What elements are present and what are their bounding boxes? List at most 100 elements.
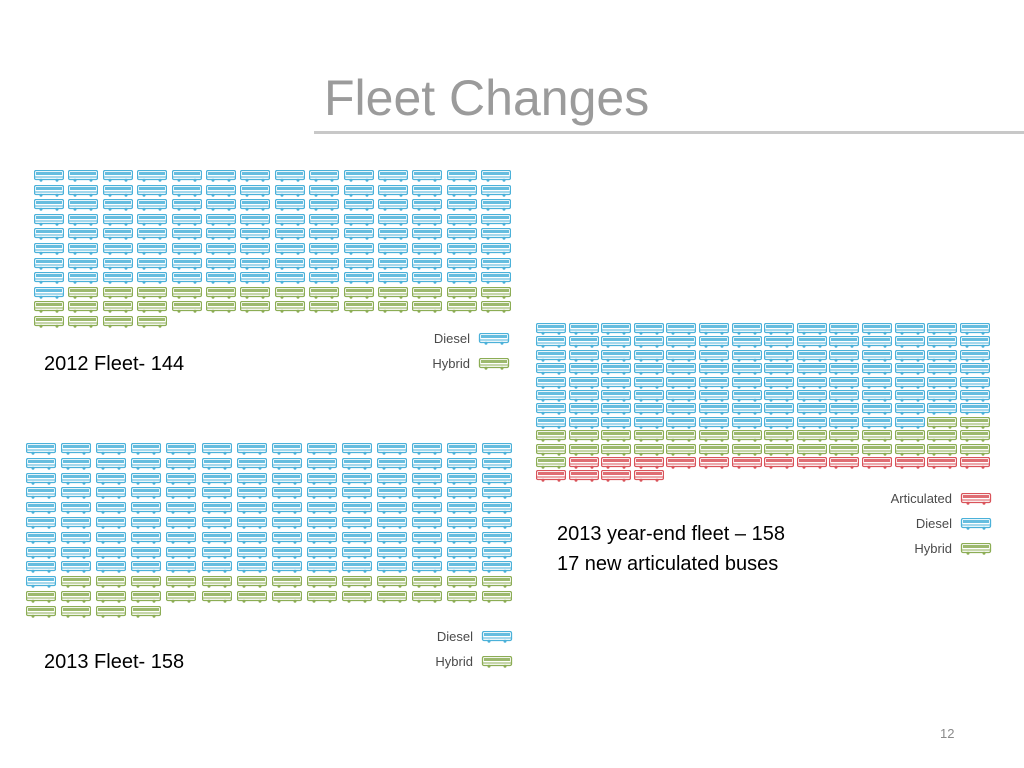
hybrid-bus-icon: [482, 591, 513, 603]
diesel-bus-icon: [482, 517, 513, 529]
hybrid-bus-icon: [274, 301, 305, 314]
hybrid-bus-icon: [927, 430, 958, 442]
diesel-bus-icon: [412, 531, 443, 544]
diesel-bus-icon: [236, 502, 267, 514]
diesel-bus-icon: [482, 487, 513, 500]
legend-label: Diesel: [433, 331, 470, 346]
articulated-bus-icon: [633, 457, 664, 469]
legend-label: Hybrid: [914, 541, 952, 556]
diesel-bus-icon: [796, 349, 827, 362]
diesel-bus-icon: [102, 228, 133, 241]
diesel-bus-icon: [481, 257, 512, 270]
diesel-bus-icon: [666, 390, 697, 402]
diesel-bus-icon: [377, 561, 407, 574]
hybrid-bus-icon: [271, 591, 302, 603]
diesel-bus-icon: [61, 546, 92, 559]
hybrid-bus-icon: [601, 430, 632, 442]
hybrid-bus-icon: [731, 443, 762, 456]
diesel-bus-icon: [341, 517, 372, 529]
diesel-bus-icon: [764, 349, 795, 362]
diesel-bus-icon: [482, 443, 513, 455]
diesel-bus-icon: [633, 349, 664, 362]
diesel-bus-icon: [102, 272, 133, 284]
diesel-bus-icon: [236, 457, 267, 470]
diesel-bus-icon: [412, 457, 443, 470]
diesel-bus-icon: [137, 243, 168, 255]
diesel-bus-icon: [447, 487, 478, 500]
diesel-bus-icon: [240, 272, 271, 284]
diesel-bus-icon: [764, 336, 795, 349]
diesel-bus-icon: [137, 272, 168, 284]
diesel-bus-icon: [377, 517, 407, 529]
diesel-bus-icon: [309, 243, 340, 255]
slide-title: Fleet Changes: [324, 70, 650, 126]
diesel-bus-icon: [206, 228, 236, 241]
diesel-bus-icon: [271, 561, 302, 574]
diesel-bus-icon: [633, 376, 664, 389]
articulated-bus-icon: [894, 457, 925, 469]
diesel-bus-icon: [699, 403, 729, 416]
hybrid-bus-icon: [309, 301, 340, 314]
diesel-bus-icon: [447, 443, 478, 455]
diesel-bus-icon: [201, 561, 232, 574]
diesel-bus-icon: [68, 170, 99, 182]
diesel-bus-icon: [274, 170, 305, 182]
diesel-bus-icon: [412, 472, 443, 485]
diesel-bus-icon: [568, 403, 599, 416]
hybrid-bus-icon: [829, 430, 860, 442]
diesel-bus-icon: [894, 349, 925, 362]
articulated-bus-icon: [568, 457, 599, 469]
diesel-bus-icon: [666, 376, 697, 389]
diesel-bus-icon: [412, 257, 443, 270]
hybrid-bus-icon: [958, 543, 994, 555]
diesel-bus-icon: [274, 257, 305, 270]
diesel-bus-icon: [894, 416, 925, 429]
diesel-bus-icon: [26, 531, 56, 544]
page-number: 12: [940, 726, 955, 741]
hybrid-bus-icon: [927, 416, 958, 429]
diesel-bus-icon: [26, 546, 56, 559]
hybrid-bus-icon: [96, 605, 127, 618]
hybrid-bus-icon: [378, 286, 408, 299]
legend-item-diesel: Diesel: [400, 629, 515, 654]
diesel-bus-icon: [412, 443, 443, 455]
diesel-bus-icon: [412, 546, 443, 559]
diesel-bus-icon: [271, 531, 302, 544]
diesel-bus-icon: [764, 376, 795, 389]
diesel-bus-icon: [482, 561, 513, 574]
diesel-bus-icon: [862, 336, 892, 349]
hybrid-bus-icon: [482, 576, 513, 588]
diesel-bus-icon: [601, 416, 632, 429]
diesel-bus-icon: [68, 228, 99, 241]
hybrid-bus-icon: [894, 430, 925, 442]
diesel-bus-icon: [236, 487, 267, 500]
diesel-bus-icon: [633, 363, 664, 375]
diesel-bus-icon: [412, 561, 443, 574]
diesel-bus-icon: [271, 487, 302, 500]
diesel-bus-icon: [959, 390, 990, 402]
diesel-bus-icon: [201, 457, 232, 470]
diesel-bus-icon: [34, 228, 64, 241]
diesel-bus-icon: [447, 517, 478, 529]
diesel-bus-icon: [166, 546, 197, 559]
diesel-bus-icon: [568, 376, 599, 389]
diesel-bus-icon: [102, 257, 133, 270]
articulated-bus-icon: [959, 457, 990, 469]
diesel-bus-icon: [306, 487, 337, 500]
hybrid-bus-icon: [536, 443, 566, 456]
diesel-bus-icon: [412, 272, 443, 284]
hybrid-bus-icon: [96, 591, 127, 603]
diesel-bus-icon: [274, 243, 305, 255]
diesel-bus-icon: [137, 213, 168, 226]
diesel-bus-icon: [378, 272, 408, 284]
diesel-bus-icon: [271, 472, 302, 485]
articulated-bus-icon: [699, 457, 729, 469]
diesel-bus-icon: [131, 443, 162, 455]
diesel-bus-icon: [568, 363, 599, 375]
hybrid-bus-icon: [309, 286, 340, 299]
diesel-bus-icon: [796, 323, 827, 335]
hybrid-bus-icon: [61, 605, 92, 618]
diesel-bus-icon: [271, 457, 302, 470]
legend-label: Diesel: [915, 516, 952, 531]
diesel-bus-icon: [166, 561, 197, 574]
